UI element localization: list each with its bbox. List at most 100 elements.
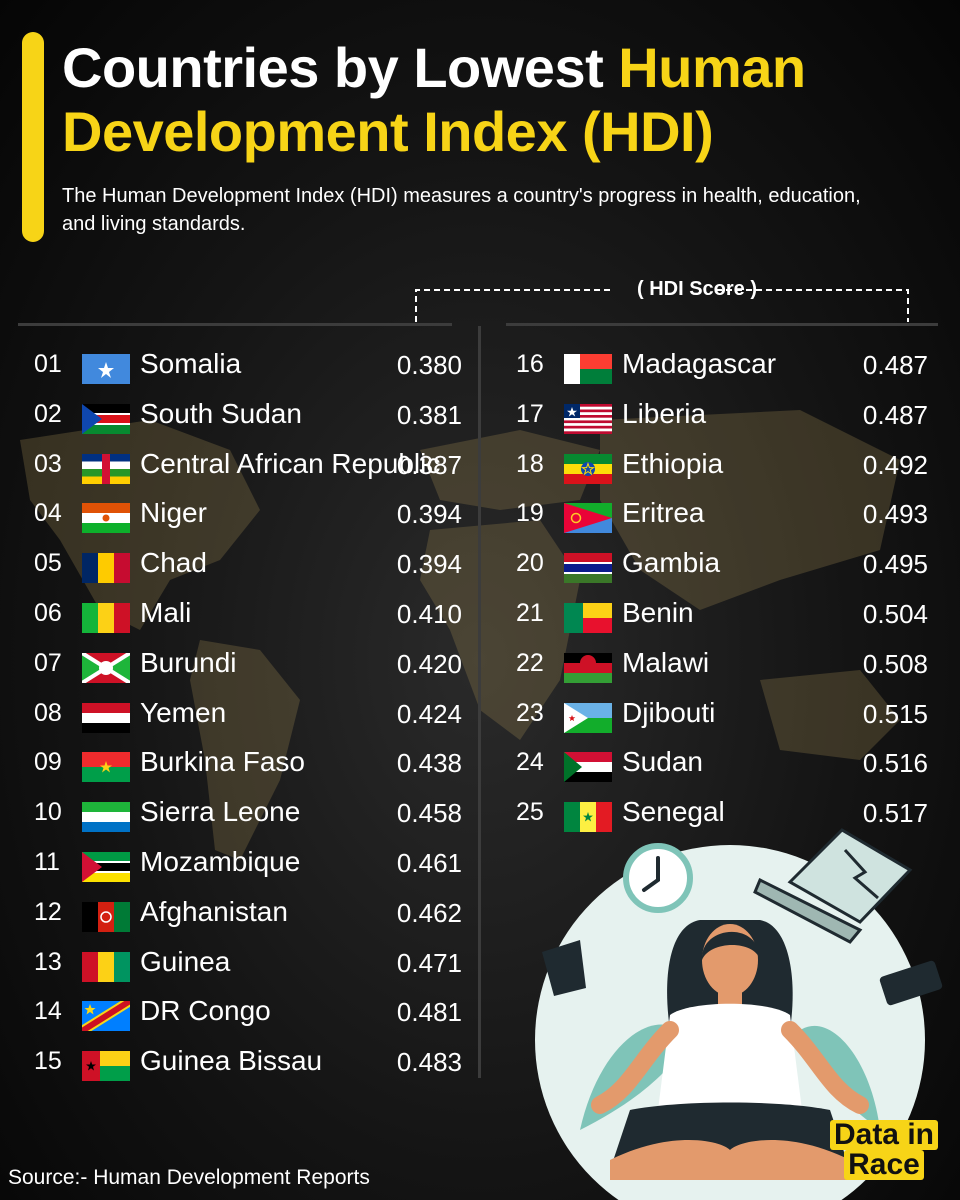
country-name: Sudan [622, 746, 703, 778]
burundi-flag [82, 652, 130, 683]
title-accent-bar [22, 32, 44, 242]
country-name: Central African Republic [140, 447, 441, 479]
table-row: 18 Ethiopia 0.492 [516, 444, 936, 488]
hdi-value: 0.461 [396, 848, 462, 878]
rank-label: 20 [516, 549, 544, 578]
sudan-flag [564, 752, 612, 783]
country-name: South Sudan [140, 397, 302, 429]
mozambique-flag [82, 852, 130, 882]
rank-label: 12 [34, 897, 62, 926]
somalia-flag [82, 354, 130, 384]
rank-label: 01 [34, 350, 62, 378]
guinea-bissau-flag [82, 1051, 130, 1082]
liberia-flag [564, 403, 612, 434]
rank-label: 19 [516, 499, 544, 528]
niger-flag [82, 503, 130, 534]
hdi-value: 0.493 [862, 499, 928, 530]
title-yellow-part-2: Development Index (HDI) [62, 100, 714, 163]
country-name: Guinea Bissau [140, 1045, 323, 1077]
rank-label: 02 [34, 399, 62, 428]
country-name: Ethiopia [622, 447, 724, 479]
hdi-value: 0.394 [396, 499, 462, 530]
hdi-value: 0.515 [862, 698, 928, 729]
rank-label: 04 [34, 499, 62, 528]
table-row: 23 Djibouti 0.515 [516, 693, 936, 737]
right-column-divider [506, 323, 938, 326]
hdi-value: 0.481 [396, 997, 462, 1028]
rank-label: 11 [34, 848, 60, 876]
hdi-value: 0.492 [862, 449, 928, 480]
table-row: 11 Mozambique 0.461 [34, 842, 462, 886]
hdi-value: 0.487 [862, 350, 928, 380]
table-row: 15 Guinea Bissau 0.483 [34, 1041, 462, 1085]
hdi-value: 0.495 [862, 549, 928, 580]
rank-label: 08 [34, 698, 62, 727]
world-map-background [20, 410, 900, 860]
country-name: Burkina Faso [140, 746, 305, 778]
gambia-flag [564, 553, 612, 584]
table-row: 03 Central African Republic 0.387 [34, 444, 462, 488]
hdi-value: 0.381 [396, 399, 462, 430]
country-name: Benin [622, 597, 694, 628]
hdi-score-column-label: ( HDI Score ) [636, 278, 758, 300]
guinea-flag [82, 951, 130, 982]
rank-label: 07 [34, 648, 62, 677]
column-separator [478, 326, 481, 1078]
score-header-bracket [415, 289, 909, 322]
djibouti-flag [564, 702, 612, 733]
country-name: Liberia [622, 397, 707, 429]
table-row: 04 Niger 0.394 [34, 493, 462, 537]
hdi-value: 0.380 [396, 350, 462, 380]
hdi-value: 0.438 [396, 748, 462, 779]
ethiopia-flag [564, 453, 612, 484]
country-name: Senegal [622, 796, 725, 828]
logo-word-data: Data [833, 1118, 899, 1151]
page-subtitle: The Human Development Index (HDI) measur… [62, 185, 861, 235]
rank-label: 16 [516, 350, 544, 378]
country-name: Mali [140, 597, 192, 628]
malawi-flag [564, 652, 612, 683]
hdi-value: 0.483 [396, 1047, 462, 1078]
rank-label: 05 [34, 549, 62, 578]
burkina-faso-flag [82, 752, 130, 783]
rank-label: 17 [516, 399, 544, 428]
dr-congo-flag [82, 1001, 130, 1032]
rank-label: 13 [34, 947, 62, 976]
hdi-value: 0.487 [862, 399, 928, 430]
table-row: 05 Chad 0.394 [34, 543, 462, 587]
table-row: 16 Madagascar 0.487 [516, 344, 936, 388]
logo-word-in: in [907, 1118, 935, 1151]
data-in-race-logo: Data in Race [820, 1120, 948, 1180]
country-name: Guinea [140, 945, 231, 977]
table-row: 19 Eritrea 0.493 [516, 493, 936, 537]
table-row: 13 Guinea 0.471 [34, 942, 462, 986]
table-row: 20 Gambia 0.495 [516, 543, 936, 587]
country-name: Gambia [622, 547, 721, 579]
hdi-value: 0.424 [396, 698, 462, 729]
left-column-divider [18, 323, 452, 326]
table-row: 17 Liberia 0.487 [516, 394, 936, 438]
rank-label: 06 [34, 599, 62, 627]
afghanistan-flag [82, 901, 130, 932]
country-name: Somalia [140, 348, 242, 379]
hdi-value: 0.394 [396, 549, 462, 580]
table-row: 02 South Sudan 0.381 [34, 394, 462, 438]
rank-label: 09 [34, 748, 62, 777]
eritrea-flag [564, 503, 612, 534]
table-row: 14 DR Congo 0.481 [34, 991, 462, 1035]
rank-label: 24 [516, 748, 544, 777]
title-yellow-part-1: Human [618, 36, 806, 99]
country-name: Afghanistan [140, 895, 288, 927]
central-african-republic-flag [82, 453, 130, 484]
table-row: 10 Sierra Leone 0.458 [34, 792, 462, 836]
rank-label: 22 [516, 648, 544, 677]
table-row: 22 Malawi 0.508 [516, 643, 936, 687]
country-name: Chad [140, 547, 207, 579]
country-name: Madagascar [622, 348, 777, 379]
country-name: Sierra Leone [140, 796, 301, 828]
country-name: Djibouti [622, 696, 716, 728]
hdi-value: 0.504 [862, 599, 928, 629]
country-name: DR Congo [140, 995, 271, 1027]
mali-flag [82, 603, 130, 633]
page-title: Countries by Lowest Human Development In… [62, 36, 806, 164]
